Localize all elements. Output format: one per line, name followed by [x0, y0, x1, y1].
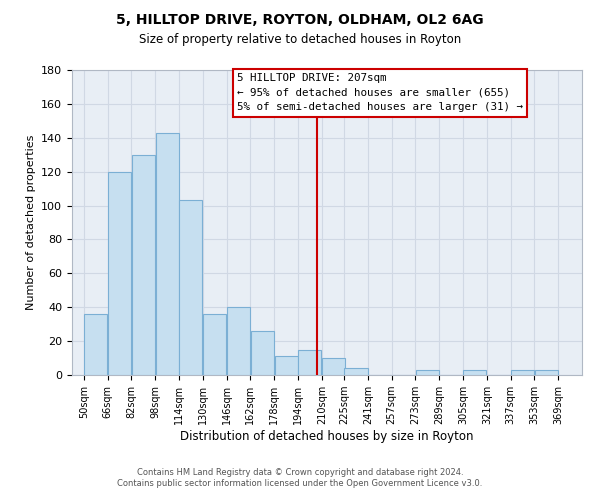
Text: Size of property relative to detached houses in Royton: Size of property relative to detached ho…	[139, 32, 461, 46]
Bar	[203, 314, 226, 375]
Bar	[463, 370, 487, 375]
Bar	[155, 132, 179, 375]
Bar	[84, 314, 107, 375]
Bar	[511, 370, 534, 375]
Bar	[298, 350, 322, 375]
Text: Contains HM Land Registry data © Crown copyright and database right 2024.
Contai: Contains HM Land Registry data © Crown c…	[118, 468, 482, 487]
Bar	[251, 331, 274, 375]
X-axis label: Distribution of detached houses by size in Royton: Distribution of detached houses by size …	[180, 430, 474, 443]
Bar	[227, 307, 250, 375]
Bar	[108, 172, 131, 375]
Text: 5 HILLTOP DRIVE: 207sqm
← 95% of detached houses are smaller (655)
5% of semi-de: 5 HILLTOP DRIVE: 207sqm ← 95% of detache…	[237, 74, 523, 112]
Bar	[416, 370, 439, 375]
Text: 5, HILLTOP DRIVE, ROYTON, OLDHAM, OL2 6AG: 5, HILLTOP DRIVE, ROYTON, OLDHAM, OL2 6A…	[116, 12, 484, 26]
Bar	[179, 200, 202, 375]
Bar	[275, 356, 298, 375]
Bar	[344, 368, 368, 375]
Y-axis label: Number of detached properties: Number of detached properties	[26, 135, 35, 310]
Bar	[322, 358, 345, 375]
Bar	[535, 370, 558, 375]
Bar	[132, 154, 155, 375]
